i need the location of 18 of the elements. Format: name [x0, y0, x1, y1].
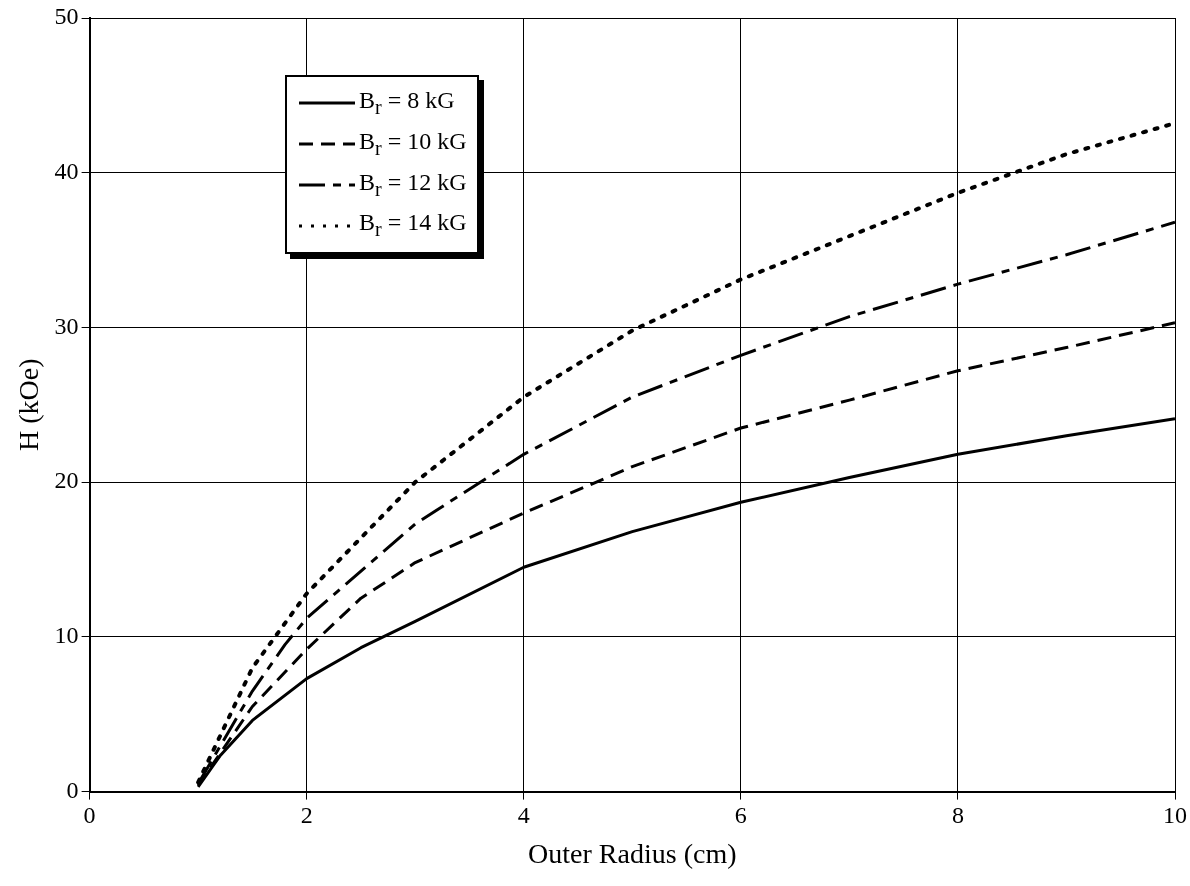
legend-label: B$_{r}$ = 10 kG: [359, 126, 467, 161]
legend-label: B$_{r}$ = 12 kG: [359, 167, 467, 202]
y-tick-label: 50: [54, 3, 79, 30]
x-tick-label: 2: [300, 802, 313, 829]
legend-label: B$_{r}$ = 14 kG: [359, 208, 467, 243]
legend-label: B$_{r}$ = 8 kG: [359, 86, 455, 120]
y-tick-label: 20: [54, 467, 79, 494]
x-tick-label: 10: [1163, 802, 1187, 829]
y-tick-label: 30: [54, 312, 79, 339]
y-axis-title: H (kOe): [13, 358, 45, 452]
y-tick-label: 0: [66, 776, 79, 803]
y-tick-label: 40: [54, 158, 79, 185]
x-tick-label: 8: [951, 802, 964, 829]
y-tick-label: 10: [54, 622, 79, 649]
x-tick-label: 6: [734, 802, 747, 829]
x-tick-label: 0: [83, 802, 96, 829]
x-tick-label: 4: [517, 802, 530, 829]
x-axis-title: Outer Radius (cm): [528, 837, 737, 869]
